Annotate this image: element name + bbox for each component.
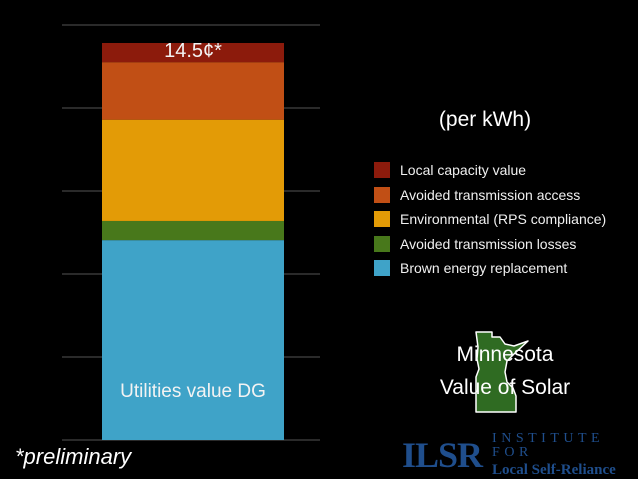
logo-wordmark: INSTITUTE FOR Local Self-Reliance [492, 432, 638, 478]
unit-note: (per kWh) [438, 108, 532, 131]
minnesota-title-line2: Value of Solar [439, 376, 571, 399]
legend-item-transmission-access: Avoided transmission access [374, 183, 606, 208]
bar-category-label: Utilities value DG [120, 381, 266, 402]
legend-swatch [374, 162, 390, 179]
legend-item-environmental: Environmental (RPS compliance) [374, 207, 606, 232]
legend-label: Environmental (RPS compliance) [400, 211, 607, 228]
legend-label: Local capacity value [400, 162, 527, 179]
bar-segment-local-capacity-value [102, 43, 284, 63]
legend-swatch [374, 260, 390, 277]
minnesota-title-line1: Minnesota [456, 343, 554, 366]
legend-swatch [374, 211, 390, 228]
bar-segment-environmental-rps-compliance [102, 119, 284, 221]
legend-label: Avoided transmission access [400, 186, 581, 203]
minnesota-state-icon [475, 331, 529, 413]
legend-swatch [374, 186, 390, 203]
minnesota-title-block: Minnesota Value of Solar [420, 330, 590, 414]
legend-label: Brown energy replacement [400, 260, 568, 277]
legend-label: Avoided transmission losses [400, 235, 577, 252]
legend: Local capacity value Avoided transmissio… [374, 158, 606, 281]
legend-swatch [374, 235, 390, 252]
ilsr-logo: ILSR INSTITUTE FOR Local Self-Reliance [402, 432, 638, 478]
legend-item-transmission-losses: Avoided transmission losses [374, 232, 606, 257]
bar-segment-brown-energy-replacement [102, 240, 284, 440]
logo-line2: Local Self-Reliance [492, 462, 616, 478]
bar-segment-avoided-transmission-access [102, 62, 284, 120]
logo-line1: INSTITUTE FOR [492, 431, 605, 460]
legend-item-brown-energy: Brown energy replacement [374, 256, 606, 281]
bar-segment-avoided-transmission-losses [102, 220, 284, 241]
logo-mark: ILSR [402, 435, 483, 475]
total-value-label: 14.5¢* [164, 40, 222, 62]
legend-item-local-capacity: Local capacity value [374, 158, 606, 183]
preliminary-footnote: *preliminary [15, 444, 132, 469]
